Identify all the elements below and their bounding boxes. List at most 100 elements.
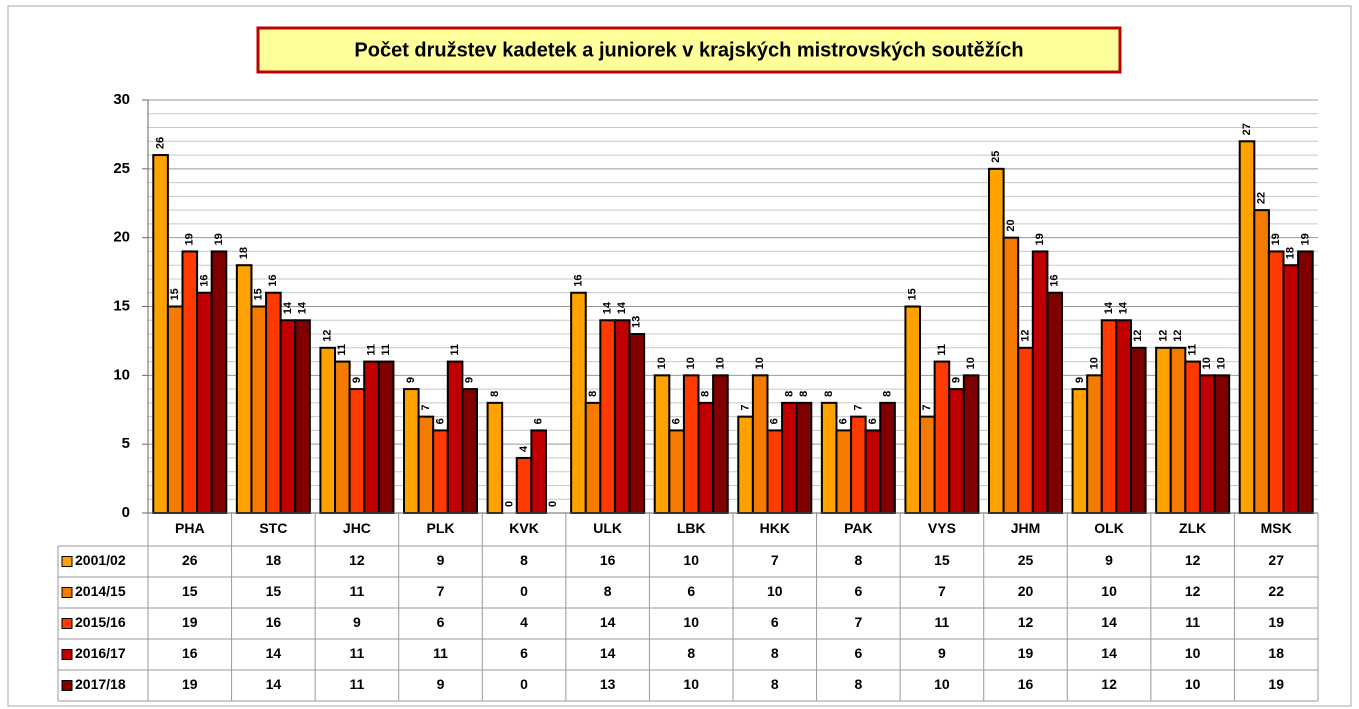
bar (781, 401, 798, 514)
data-label: 7 (852, 405, 864, 411)
table-cell: 25 (1018, 552, 1034, 568)
table-cell: 8 (854, 676, 862, 692)
bar (1017, 346, 1034, 514)
data-label: 19 (213, 233, 225, 245)
bar (904, 305, 922, 514)
table-cell: 14 (1101, 645, 1117, 661)
data-label: 10 (1088, 357, 1100, 369)
bar (919, 415, 936, 514)
bar (432, 429, 449, 514)
x-tick-label: VYS (928, 520, 956, 536)
table-cell: 6 (687, 583, 695, 599)
bar (653, 374, 671, 515)
bar (737, 415, 754, 514)
table-cell: 18 (1268, 645, 1284, 661)
bar (1115, 319, 1132, 514)
data-label: 8 (489, 391, 501, 397)
data-label: 19 (184, 233, 196, 245)
table-cell: 16 (600, 552, 616, 568)
table-cell: 10 (683, 676, 699, 692)
bar (668, 429, 685, 514)
bar (530, 429, 547, 514)
bar (196, 291, 213, 514)
bar (1129, 346, 1147, 514)
data-label: 16 (198, 274, 210, 286)
bar (1100, 319, 1118, 514)
y-tick-label: 30 (113, 91, 130, 108)
table-cell: 15 (266, 583, 282, 599)
table-cell: 10 (767, 583, 783, 599)
table-cell: 16 (266, 614, 282, 630)
bar (265, 291, 282, 514)
bar (933, 360, 951, 515)
table-cell: 19 (1268, 614, 1284, 630)
data-label: 22 (1256, 192, 1268, 204)
x-tick-label: LBK (677, 520, 706, 536)
bar (751, 374, 769, 515)
table-cell: 10 (683, 614, 699, 630)
bar (1002, 236, 1020, 515)
data-label: 6 (838, 418, 850, 424)
table-cell: 19 (182, 614, 198, 630)
bar (1253, 209, 1270, 514)
bar (682, 374, 700, 515)
table-cell: 11 (1185, 614, 1200, 630)
bar (570, 291, 587, 514)
bar (334, 360, 351, 515)
bar (1169, 346, 1187, 514)
table-cell: 19 (1018, 645, 1034, 661)
data-label: 12 (1132, 330, 1144, 342)
bar (1297, 250, 1314, 515)
data-label: 8 (881, 391, 893, 397)
bar (377, 360, 395, 515)
data-label: 9 (351, 377, 363, 383)
table-cell: 10 (1185, 676, 1201, 692)
bar (1213, 374, 1231, 515)
data-label: 6 (434, 418, 446, 424)
bar (795, 401, 813, 514)
data-label: 14 (1103, 301, 1115, 314)
bar (962, 374, 980, 515)
table-cell: 20 (1018, 583, 1034, 599)
table-cell: 12 (1018, 614, 1034, 630)
data-label: 8 (783, 391, 795, 397)
bar (515, 456, 533, 514)
table-cell: 13 (600, 676, 616, 692)
table-cell: 8 (771, 645, 779, 661)
bar (166, 305, 184, 514)
bar (1282, 264, 1300, 515)
data-label: 14 (616, 301, 628, 314)
data-label: 10 (714, 357, 726, 369)
table-cell: 6 (771, 614, 779, 630)
table-cell: 14 (600, 614, 616, 630)
table-cell: 9 (938, 645, 946, 661)
data-label: 4 (518, 445, 530, 452)
table-cell: 6 (854, 645, 862, 661)
data-label: 9 (1074, 377, 1086, 383)
bar (697, 401, 715, 514)
table-cell: 8 (604, 583, 612, 599)
table-cell: 16 (1018, 676, 1034, 692)
data-label: 12 (1019, 330, 1031, 342)
bar (1046, 291, 1064, 514)
bar (294, 319, 311, 514)
data-label: 12 (1157, 330, 1169, 342)
data-label: 0 (503, 501, 515, 507)
table-cell: 16 (182, 645, 198, 661)
data-label: 14 (282, 301, 294, 314)
data-label: 16 (1049, 274, 1061, 286)
bar (1267, 250, 1285, 515)
bar (613, 319, 631, 514)
bar (250, 305, 268, 514)
table-cell: 8 (854, 552, 862, 568)
table-cell: 6 (854, 583, 862, 599)
bar (948, 388, 965, 515)
bar (766, 429, 784, 514)
x-tick-label: ULK (593, 520, 622, 536)
data-label: 7 (739, 405, 751, 411)
table-cell: 11 (433, 645, 448, 661)
bar (348, 388, 366, 515)
table-cell: 10 (934, 676, 950, 692)
table-cell: 10 (1101, 583, 1117, 599)
data-label: 6 (769, 418, 781, 424)
